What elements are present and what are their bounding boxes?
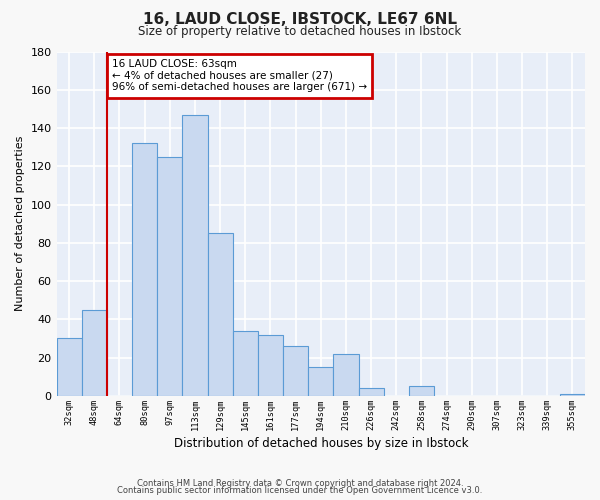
Bar bbox=[182, 114, 208, 396]
Text: Contains public sector information licensed under the Open Government Licence v3: Contains public sector information licen… bbox=[118, 486, 482, 495]
Bar bbox=[132, 144, 157, 396]
Bar bbox=[82, 310, 107, 396]
Text: Contains HM Land Registry data © Crown copyright and database right 2024.: Contains HM Land Registry data © Crown c… bbox=[137, 478, 463, 488]
Bar bbox=[283, 346, 308, 396]
X-axis label: Distribution of detached houses by size in Ibstock: Distribution of detached houses by size … bbox=[173, 437, 468, 450]
Bar bbox=[208, 233, 233, 396]
Bar bbox=[334, 354, 359, 396]
Bar bbox=[359, 388, 383, 396]
Bar bbox=[308, 367, 334, 396]
Y-axis label: Number of detached properties: Number of detached properties bbox=[15, 136, 25, 312]
Bar bbox=[258, 334, 283, 396]
Text: Size of property relative to detached houses in Ibstock: Size of property relative to detached ho… bbox=[139, 25, 461, 38]
Bar bbox=[56, 338, 82, 396]
Text: 16, LAUD CLOSE, IBSTOCK, LE67 6NL: 16, LAUD CLOSE, IBSTOCK, LE67 6NL bbox=[143, 12, 457, 28]
Bar bbox=[409, 386, 434, 396]
Bar bbox=[560, 394, 585, 396]
Bar bbox=[157, 156, 182, 396]
Bar bbox=[233, 330, 258, 396]
Text: 16 LAUD CLOSE: 63sqm
← 4% of detached houses are smaller (27)
96% of semi-detach: 16 LAUD CLOSE: 63sqm ← 4% of detached ho… bbox=[112, 59, 367, 92]
